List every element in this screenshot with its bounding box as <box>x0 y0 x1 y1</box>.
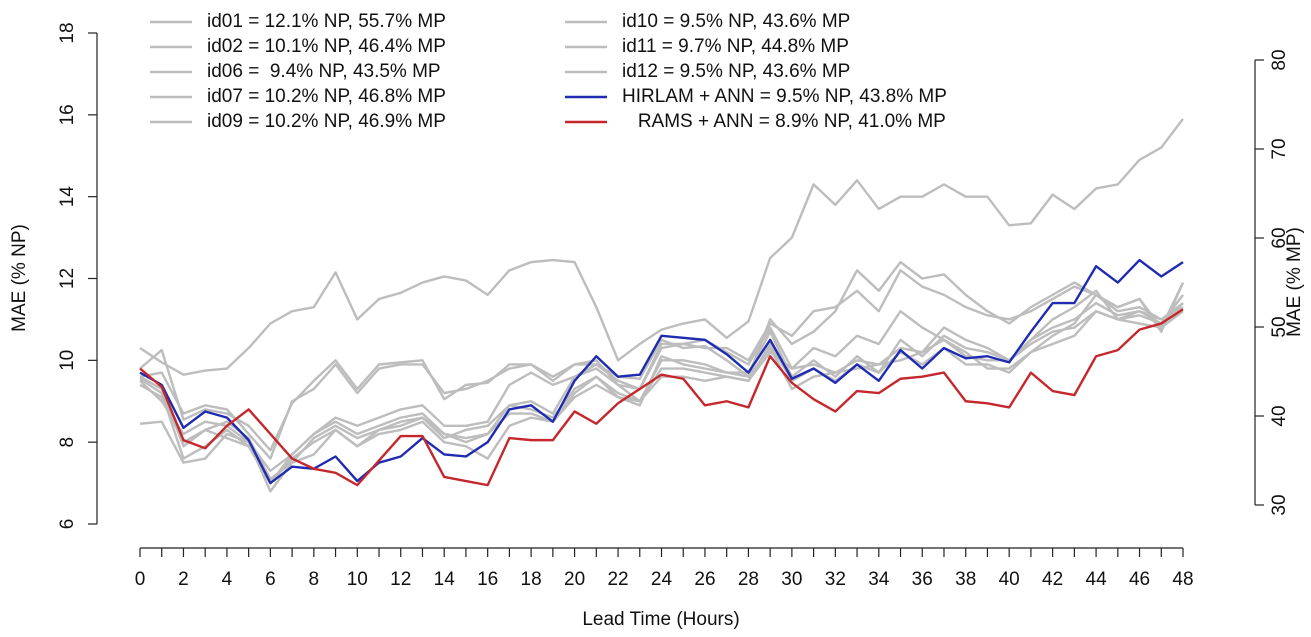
x-tick-label: 22 <box>607 569 628 590</box>
legend-label: RAMS + ANN = 8.9% NP, 41.0% MP <box>622 111 946 132</box>
x-tick-label: 10 <box>347 569 368 590</box>
x-tick-label: 38 <box>955 569 976 590</box>
x-tick-label: 4 <box>222 569 233 590</box>
series-line <box>139 310 1184 485</box>
x-tick-label: 20 <box>564 569 585 590</box>
series-line <box>139 308 1184 487</box>
series-line <box>139 260 1185 452</box>
y2-tick-label: 40 <box>1269 405 1290 426</box>
x-tick-label: 34 <box>868 569 890 590</box>
y-tick-label: 8 <box>57 437 78 448</box>
legend-label: id10 = 9.5% NP, 43.6% MP <box>622 11 850 32</box>
series-line <box>139 293 1184 493</box>
y2-tick-label: 50 <box>1269 316 1290 337</box>
x-tick-label: 26 <box>694 569 715 590</box>
legend-label: id12 = 9.5% NP, 43.6% MP <box>622 61 850 82</box>
x-tick-label: 32 <box>825 569 846 590</box>
x-tick-label: 44 <box>1086 569 1108 590</box>
x-tick-label: 0 <box>135 569 146 590</box>
y-tick-label: 6 <box>57 519 78 530</box>
series-line <box>139 269 1185 460</box>
legend-label: HIRLAM + ANN = 9.5% NP, 43.8% MP <box>622 86 947 107</box>
x-tick-label: 2 <box>178 569 189 590</box>
y-axis-title: MAE (% NP) <box>9 224 30 332</box>
y-tick-label: 16 <box>57 104 78 125</box>
x-tick-label: 30 <box>781 569 802 590</box>
y2-axis-title: MAE (% MP) <box>1284 227 1305 337</box>
x-tick-label: 18 <box>521 569 542 590</box>
x-tick-label: 28 <box>738 569 759 590</box>
x-tick-label: 42 <box>1042 569 1063 590</box>
legend-label: id07 = 10.2% NP, 46.8% MP <box>207 86 446 107</box>
y-tick-label: 18 <box>57 22 78 43</box>
y2-tick-label: 80 <box>1269 49 1290 70</box>
x-tick-label: 36 <box>912 569 933 590</box>
x-tick-label: 12 <box>390 569 411 590</box>
x-axis-title: Lead Time (Hours) <box>582 609 739 630</box>
x-tick-label: 48 <box>1172 569 1193 590</box>
legend-label: id02 = 10.1% NP, 46.4% MP <box>207 36 446 57</box>
x-tick-label: 14 <box>434 569 456 590</box>
x-tick-label: 24 <box>651 569 673 590</box>
y-tick-label: 10 <box>57 350 78 371</box>
legend-label: id09 = 10.2% NP, 46.9% MP <box>207 111 446 132</box>
series-line <box>139 118 1184 376</box>
y2-tick-label: 30 <box>1269 494 1290 515</box>
x-tick-label: 40 <box>999 569 1020 590</box>
legend-label: id11 = 9.7% NP, 44.8% MP <box>622 36 849 57</box>
y2-tick-label: 60 <box>1269 227 1290 248</box>
y2-tick-label: 70 <box>1269 138 1290 159</box>
x-tick-label: 6 <box>265 569 276 590</box>
legend-label: id01 = 12.1% NP, 55.7% MP <box>207 11 446 32</box>
x-tick-label: 16 <box>477 569 498 590</box>
y-tick-label: 14 <box>57 186 78 208</box>
x-tick-label: 46 <box>1129 569 1150 590</box>
x-tick-label: 8 <box>309 569 320 590</box>
legend-label: id06 = 9.4% NP, 43.5% MP <box>207 61 441 82</box>
y-tick-label: 12 <box>57 268 78 289</box>
